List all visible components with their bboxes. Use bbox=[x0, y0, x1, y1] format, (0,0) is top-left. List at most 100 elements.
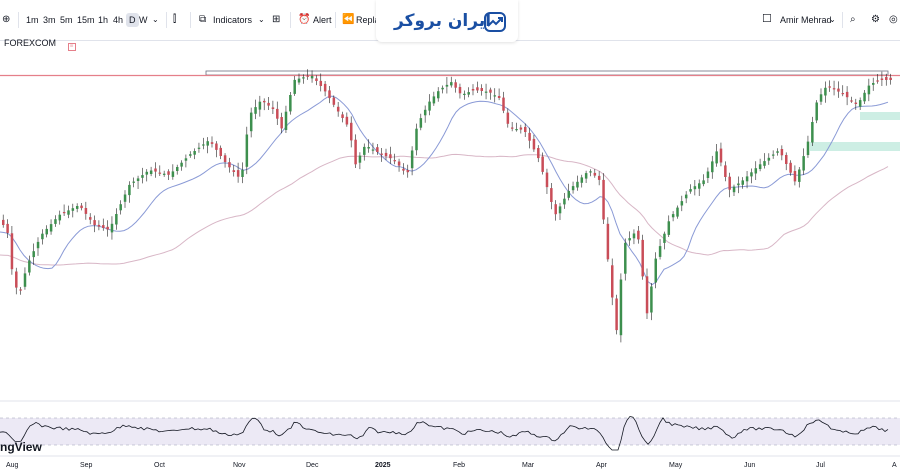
x-tick-label: May bbox=[669, 462, 683, 469]
layout-square-icon[interactable]: ☐ bbox=[762, 13, 772, 25]
candle bbox=[149, 170, 153, 174]
candle bbox=[480, 88, 483, 91]
candle bbox=[858, 100, 862, 107]
candle bbox=[384, 152, 388, 157]
candle bbox=[715, 151, 718, 164]
toolbar-divider bbox=[18, 12, 19, 28]
candle bbox=[506, 112, 510, 124]
candle bbox=[889, 77, 892, 80]
candle bbox=[284, 111, 288, 130]
candle bbox=[428, 101, 431, 111]
candle bbox=[184, 158, 188, 161]
candle bbox=[580, 177, 584, 183]
range-box bbox=[205, 70, 889, 76]
candle bbox=[763, 161, 766, 166]
interval-4h[interactable]: 4h bbox=[113, 15, 124, 25]
indicators-button[interactable]: Indicators bbox=[213, 15, 253, 25]
candle-type-icon[interactable]: ⫿ bbox=[173, 14, 177, 25]
candle bbox=[776, 151, 779, 153]
candle bbox=[767, 157, 771, 161]
candle bbox=[841, 93, 845, 95]
candle bbox=[302, 77, 305, 79]
candle bbox=[180, 162, 183, 167]
interval-1h[interactable]: 1h bbox=[98, 15, 109, 25]
candle bbox=[241, 169, 244, 177]
layouts-icon[interactable]: ⊞ bbox=[272, 14, 281, 25]
user-chevron-down-icon[interactable]: ⌄ bbox=[829, 15, 836, 24]
candle bbox=[2, 219, 5, 225]
candle bbox=[67, 210, 70, 215]
candle bbox=[706, 171, 710, 178]
candle bbox=[854, 102, 858, 104]
snapshot-icon[interactable]: ◎ bbox=[889, 14, 898, 25]
candle bbox=[471, 89, 475, 91]
candle bbox=[249, 112, 253, 132]
candle bbox=[258, 101, 262, 110]
candle bbox=[267, 102, 270, 106]
candle bbox=[515, 129, 518, 131]
candle bbox=[663, 233, 666, 243]
candle bbox=[293, 79, 296, 94]
candle bbox=[193, 151, 196, 155]
add-symbol-icon[interactable]: ⊕ bbox=[2, 14, 11, 25]
demand-zone bbox=[860, 112, 900, 120]
candle bbox=[497, 96, 501, 98]
interval-15m[interactable]: 15m bbox=[77, 15, 95, 25]
candle bbox=[62, 212, 66, 214]
replay-icon[interactable]: ⏪ bbox=[342, 14, 355, 25]
candle bbox=[819, 94, 823, 102]
candle bbox=[615, 298, 618, 331]
alert-icon[interactable]: ⏰ bbox=[298, 14, 311, 25]
indicators-chevron-down-icon[interactable]: ⌄ bbox=[258, 15, 265, 24]
candle bbox=[236, 170, 240, 177]
price-chart[interactable] bbox=[0, 50, 900, 460]
symbol-legend[interactable]: FOREXCOM ≡ bbox=[4, 38, 76, 51]
candle bbox=[645, 276, 649, 314]
candle bbox=[571, 186, 575, 191]
candle bbox=[567, 190, 570, 198]
candle bbox=[658, 246, 662, 257]
interval-d[interactable]: D bbox=[126, 13, 139, 27]
x-tick-label: Dec bbox=[306, 462, 319, 469]
candle bbox=[437, 91, 440, 99]
alert-button[interactable]: Alert bbox=[313, 15, 332, 25]
candle bbox=[758, 164, 762, 169]
interval-1m[interactable]: 1m bbox=[26, 15, 39, 25]
interval-w[interactable]: W bbox=[139, 15, 148, 25]
candle bbox=[798, 169, 801, 182]
x-tick-label: Sep bbox=[80, 462, 93, 469]
candle bbox=[524, 126, 527, 132]
candle bbox=[289, 95, 292, 112]
candle bbox=[785, 155, 788, 164]
interval-3m[interactable]: 3m bbox=[43, 15, 56, 25]
candle bbox=[106, 226, 109, 230]
candle bbox=[728, 176, 731, 190]
candle bbox=[323, 83, 327, 92]
rsi-band bbox=[0, 418, 900, 445]
replay-button[interactable]: Repla bbox=[356, 15, 380, 25]
x-tick-label: 2025 bbox=[375, 462, 391, 469]
interval-chevron-down-icon[interactable]: ⌄ bbox=[152, 15, 159, 24]
candle bbox=[215, 143, 218, 150]
candle bbox=[780, 149, 784, 156]
candle bbox=[872, 83, 875, 85]
settings-gear-icon[interactable]: ⚙ bbox=[871, 14, 880, 25]
user-name[interactable]: Amir Mehrad bbox=[780, 15, 832, 25]
demand-zone bbox=[810, 142, 900, 151]
candle bbox=[145, 171, 149, 175]
candle bbox=[328, 90, 331, 99]
candle bbox=[676, 207, 679, 217]
quick-search-icon[interactable]: ⌕ bbox=[850, 14, 856, 25]
indicators-icon[interactable]: ⧉ bbox=[199, 14, 207, 25]
candle bbox=[611, 265, 614, 298]
candle bbox=[171, 171, 175, 177]
candle bbox=[23, 273, 27, 287]
candle bbox=[423, 109, 427, 116]
candle bbox=[71, 208, 75, 211]
candle bbox=[223, 155, 227, 162]
interval-5m[interactable]: 5m bbox=[60, 15, 73, 25]
candle bbox=[450, 82, 453, 86]
candle bbox=[880, 78, 884, 80]
candle bbox=[619, 279, 623, 336]
candle bbox=[519, 127, 523, 130]
